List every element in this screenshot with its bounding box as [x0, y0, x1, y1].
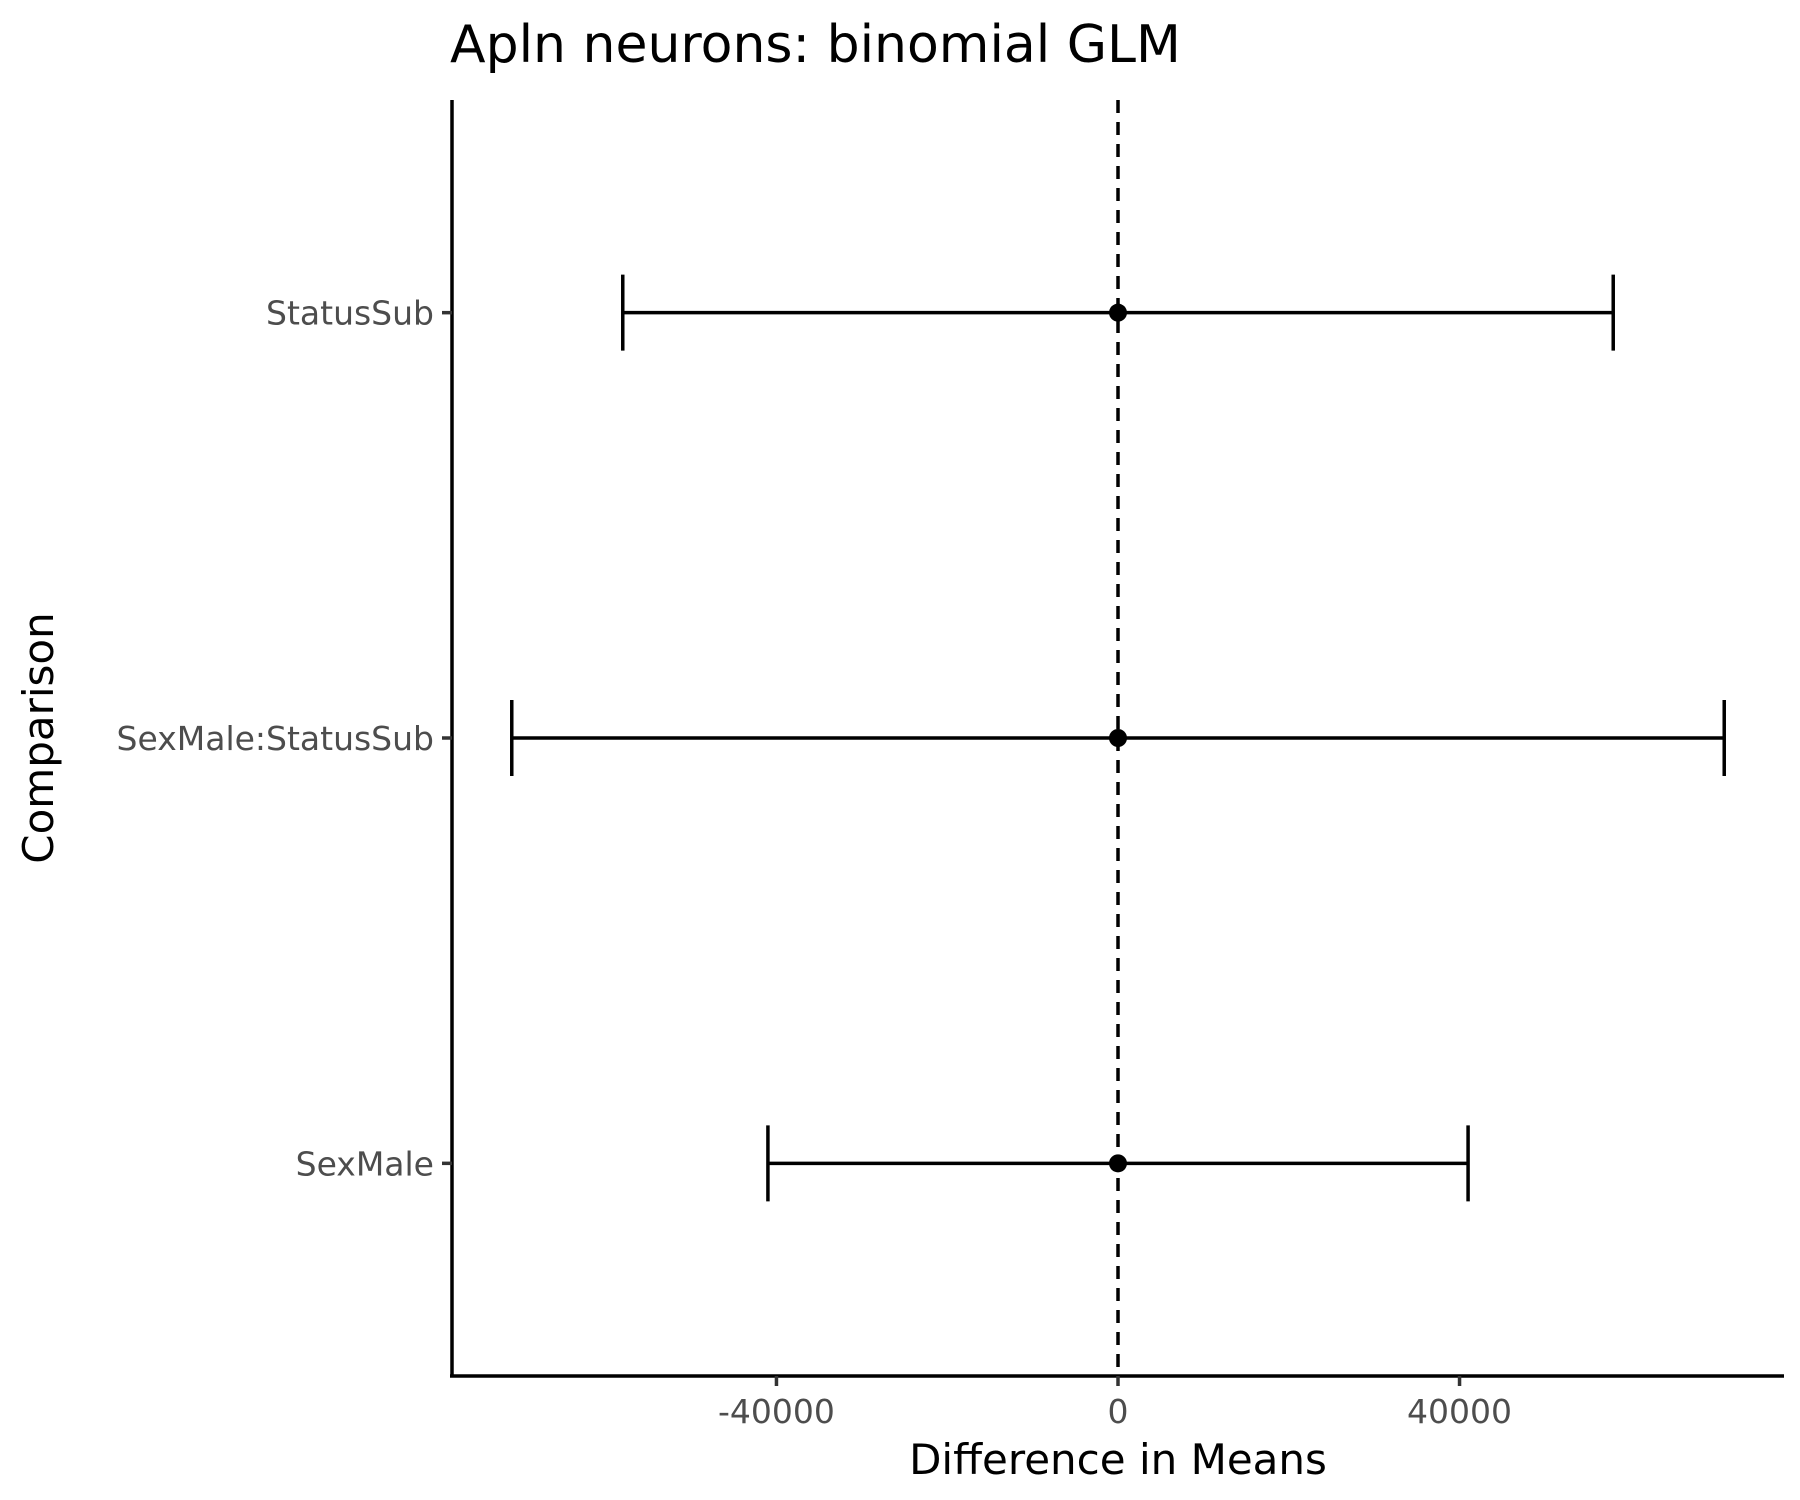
chart-title: Apln neurons: binomial GLM — [450, 15, 1181, 75]
x-tick-label: 0 — [1108, 1392, 1129, 1431]
x-axis-title: Difference in Means — [909, 1435, 1327, 1484]
y-tick-label: SexMale:StatusSub — [117, 719, 434, 758]
axis-ticks-layer: -40000 0 40000 SexMale SexMale:StatusSub Stat… — [117, 294, 1512, 1431]
x-tick-label: 40000 — [1407, 1392, 1512, 1431]
estimate-point — [1109, 729, 1127, 747]
x-tick-label: -40000 — [718, 1392, 835, 1431]
y-tick-label: StatusSub — [266, 294, 434, 333]
estimate-point — [1109, 303, 1127, 322]
error-bars-layer — [510, 274, 1726, 1202]
estimate-point — [1109, 1154, 1127, 1173]
y-axis-title: Comparison — [14, 612, 63, 863]
y-tick-label: SexMale — [296, 1144, 434, 1183]
